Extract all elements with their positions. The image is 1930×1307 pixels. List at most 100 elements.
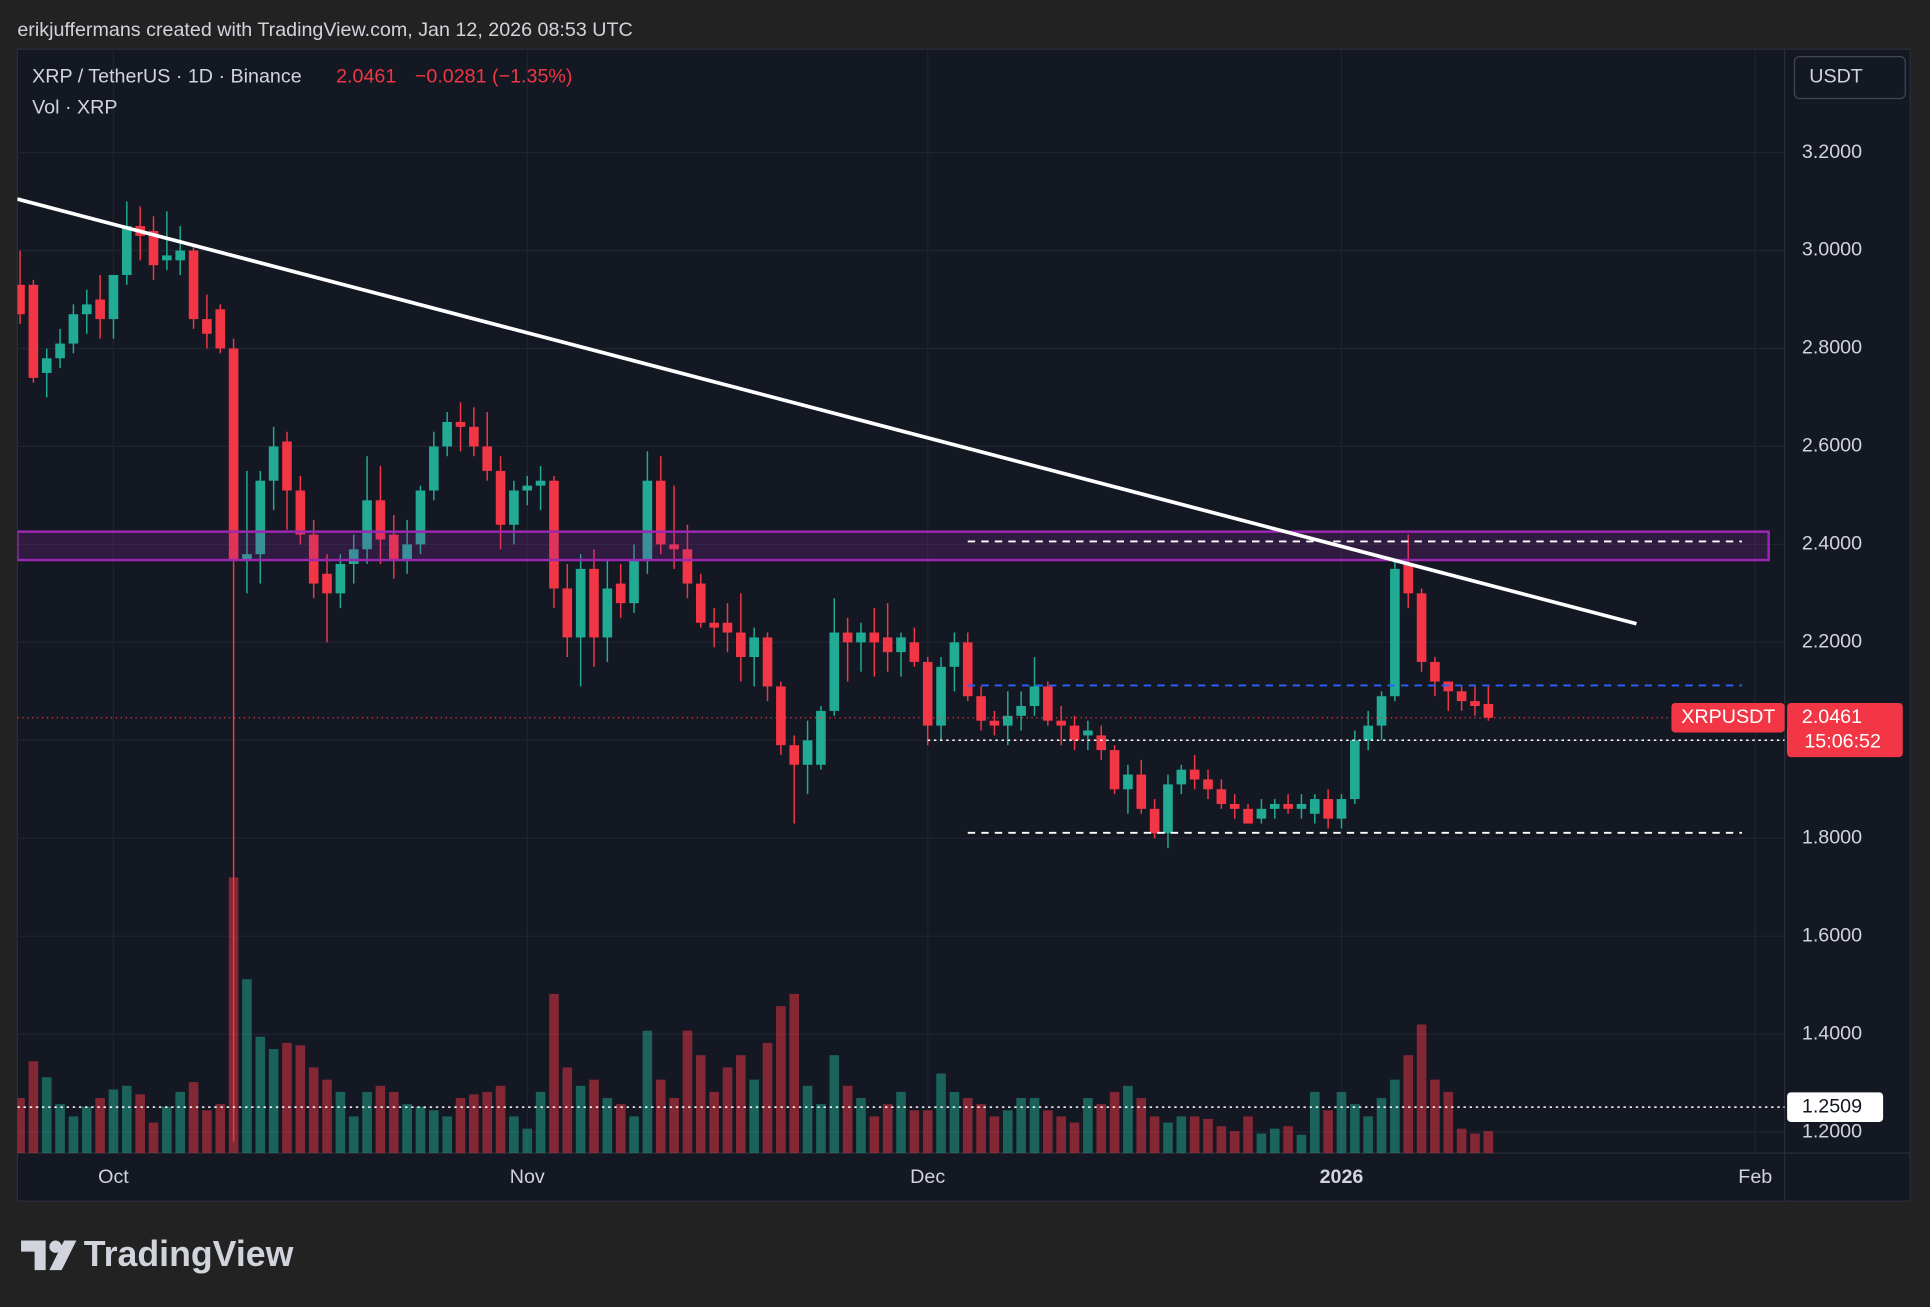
candle-body (215, 309, 226, 349)
candle-body (1403, 563, 1414, 594)
volume-bar (295, 1045, 306, 1154)
volume-bar (695, 1055, 706, 1154)
volume-bar (442, 1116, 452, 1154)
volume-bar (1216, 1126, 1227, 1154)
volume-bar (1323, 1110, 1333, 1154)
candle-body (549, 480, 559, 589)
symbol-label-box (1671, 702, 1785, 733)
volume-bar (762, 1042, 773, 1154)
volume-bar (335, 1091, 346, 1154)
currency-label[interactable]: USDT (1809, 66, 1863, 88)
candles (17, 201, 1494, 1142)
volume-bar (535, 1091, 546, 1154)
volume-bar (869, 1116, 880, 1154)
candle-body (1163, 784, 1173, 834)
candle-body (1443, 681, 1454, 692)
candle-body (789, 745, 800, 765)
candle-body (1043, 686, 1053, 721)
volume-bar (1083, 1098, 1093, 1154)
volume-bar (1043, 1110, 1053, 1154)
candle-body (162, 255, 172, 261)
candle-body (188, 250, 199, 320)
candle-body (1256, 808, 1267, 819)
candle-body (1323, 799, 1333, 819)
candle-body (882, 637, 893, 653)
x-tick-label: Dec (910, 1166, 945, 1188)
volume-bar (95, 1098, 105, 1154)
volume-bar (842, 1085, 853, 1154)
candle-body (1283, 803, 1293, 809)
volume-bar (575, 1085, 586, 1154)
candle-body (776, 686, 786, 746)
candle-body (655, 480, 666, 545)
volume-bar (1256, 1133, 1267, 1154)
volume-bar (562, 1067, 573, 1154)
volume-bar (802, 1085, 813, 1154)
candle-body (1296, 803, 1307, 809)
candle-body (228, 348, 239, 560)
y-tick-label: 2.6000 (1802, 435, 1862, 457)
volume-bar (1243, 1116, 1253, 1154)
candle-body (722, 622, 733, 633)
candle-body (469, 426, 479, 447)
candle-body (856, 632, 866, 643)
candle-body (482, 446, 493, 471)
volume-bar (829, 1055, 840, 1154)
x-tick-label: Feb (1738, 1166, 1772, 1188)
candle-body (829, 632, 840, 711)
volume-bar (1029, 1098, 1040, 1154)
volume-bar (162, 1106, 172, 1154)
candle-body (575, 568, 586, 638)
volume-bar (28, 1061, 39, 1154)
candle-body (1149, 808, 1160, 834)
candle-body (81, 304, 92, 315)
candle-body (388, 534, 399, 560)
y-tick-label: 2.2000 (1802, 631, 1862, 653)
candle-body (322, 573, 332, 594)
candle-body (949, 642, 960, 667)
volume-bar (789, 993, 800, 1154)
volume-bar (776, 1006, 786, 1154)
last-price-label: 2.0461 (1802, 706, 1862, 728)
candle-body (295, 490, 306, 535)
volume-bar (1363, 1116, 1373, 1154)
volume-bar (148, 1122, 159, 1154)
volume-bar (175, 1091, 186, 1154)
volume-bar (202, 1110, 212, 1154)
currency-button[interactable] (1793, 55, 1906, 100)
candle-body (415, 490, 426, 545)
volume-bar (215, 1104, 226, 1154)
volume-bar (1163, 1122, 1173, 1154)
volume-bar (896, 1091, 906, 1154)
volume-bar (549, 993, 559, 1154)
volume (17, 877, 1494, 1154)
volume-bar (655, 1079, 666, 1154)
volume-bar (936, 1073, 946, 1154)
candle-body (749, 637, 759, 658)
candle-body (736, 632, 746, 658)
volume-bar (909, 1110, 920, 1154)
volume-bar (268, 1049, 279, 1154)
candle-body (95, 299, 105, 320)
volume-bar (282, 1042, 292, 1154)
volume-bar (1149, 1116, 1160, 1154)
candle-body (68, 314, 79, 344)
candle-body (455, 421, 466, 427)
volume-bar (188, 1082, 199, 1154)
candle-body (695, 583, 706, 623)
resistance-zone (17, 530, 1770, 562)
x-tick-label: Oct (98, 1166, 129, 1188)
candle-body (762, 637, 773, 687)
x-tick-label: 2026 (1320, 1166, 1364, 1188)
candle-body (589, 568, 599, 638)
volume-bar (1136, 1098, 1147, 1154)
candle-body (1069, 725, 1080, 741)
price-line-label: 1.2509 (1802, 1095, 1862, 1117)
volume-bar (615, 1104, 626, 1154)
candle-body (1269, 803, 1280, 809)
volume-bar (602, 1098, 613, 1154)
candle-body (909, 642, 920, 662)
candle-body (202, 319, 212, 334)
candle-body (1430, 661, 1440, 682)
